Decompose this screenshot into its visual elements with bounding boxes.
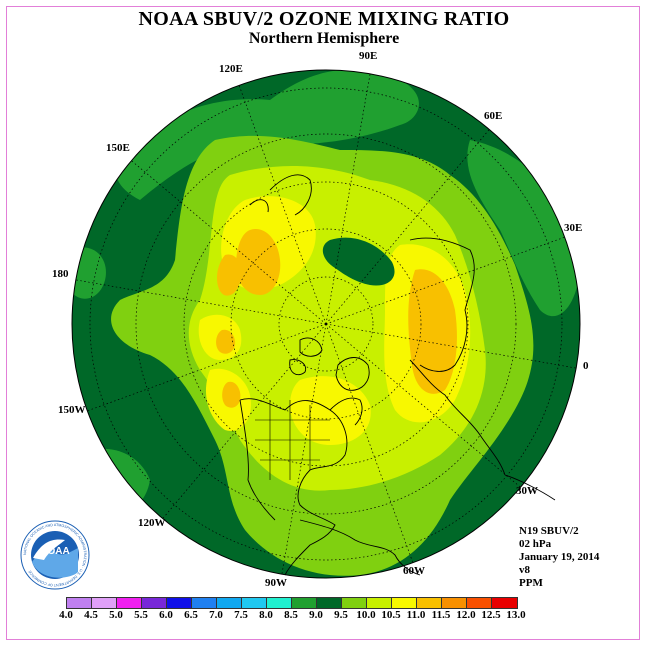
colorbar-segment — [67, 598, 92, 608]
longitude-label: 30W — [516, 485, 538, 497]
longitude-label: 30E — [564, 222, 583, 234]
map-title: NOAA SBUV/2 OZONE MIXING RATIO — [138, 8, 510, 30]
colorbar-tick-label: 5.0 — [109, 609, 123, 621]
colorbar-segment — [342, 598, 367, 608]
colorbar-tick-label: 4.5 — [84, 609, 98, 621]
info-instrument: N19 SBUV/2 — [519, 525, 579, 537]
colorbar-segment — [492, 598, 517, 608]
info-units: PPM — [519, 577, 543, 589]
product-info: N19 SBUV/2 02 hPa January 19, 2014 v8 PP… — [519, 525, 599, 590]
longitude-label: 60W — [403, 565, 425, 577]
colorbar-tick-label: 9.5 — [334, 609, 348, 621]
colorbar-tick-label: 7.5 — [234, 609, 248, 621]
longitude-label: 90E — [359, 50, 378, 62]
longitude-label: 0 — [583, 360, 589, 372]
map-subtitle: Northern Hemisphere — [248, 30, 400, 47]
latitude-circle — [135, 133, 517, 515]
latitude-circle — [230, 228, 422, 420]
ozone-contour-field — [72, 70, 580, 578]
longitude-label: 150E — [106, 142, 130, 154]
map-boundary — [71, 69, 581, 579]
colorbar-segment — [92, 598, 117, 608]
latitude-circle — [183, 181, 469, 467]
longitude-label: 120W — [138, 517, 166, 529]
greenland-coast — [335, 357, 370, 391]
colorbar-tick-label: 11.5 — [431, 609, 451, 621]
figure-frame — [6, 6, 640, 640]
colorbar-segment — [292, 598, 317, 608]
contour-11.0-e — [222, 381, 241, 408]
colorbar-segment — [442, 598, 467, 608]
colorbar-segment — [267, 598, 292, 608]
colorbar-tick-label: 4.0 — [59, 609, 73, 621]
contour-11.0-b — [235, 229, 281, 295]
contour-11.0-c — [217, 254, 242, 296]
colorbar-segment — [167, 598, 192, 608]
eurasia-coast — [409, 237, 475, 372]
africa-coast — [504, 474, 556, 501]
coastlines — [239, 174, 556, 576]
colorbar-segment — [117, 598, 142, 608]
arctic-islands-coast — [289, 337, 323, 376]
longitude-label: 90W — [265, 577, 287, 589]
colorbar-tick-label: 10.0 — [356, 609, 376, 621]
logo-text: NOAA — [40, 546, 69, 557]
contour-9.0-inner-low — [322, 237, 395, 286]
colorbar — [66, 597, 518, 609]
colorbar-segment — [317, 598, 342, 608]
colorbar-segment — [417, 598, 442, 608]
colorbar-tick-label: 5.5 — [134, 609, 148, 621]
colorbar-segment — [242, 598, 267, 608]
colorbar-tick-label: 10.5 — [381, 609, 401, 621]
colorbar-segment — [367, 598, 392, 608]
colorbar-segment — [392, 598, 417, 608]
longitude-label: 150W — [58, 404, 86, 416]
longitude-label: 60E — [484, 110, 503, 122]
info-version: v8 — [519, 564, 530, 576]
contour-8.5-east — [467, 140, 580, 316]
colorbar-tick-label: 12.0 — [456, 609, 476, 621]
colorbar-tick-label: 11.0 — [406, 609, 426, 621]
colorbar-tick-label: 9.0 — [309, 609, 323, 621]
colorbar-segment — [467, 598, 492, 608]
colorbar-segment — [192, 598, 217, 608]
contour-11.0-a — [408, 269, 457, 394]
latitude-circle — [89, 87, 563, 561]
lakes-and-states — [255, 400, 330, 480]
europe-coast — [409, 359, 506, 476]
info-level: 02 hPa — [519, 538, 552, 550]
longitude-label: 180 — [52, 268, 69, 280]
colorbar-tick-label: 13.0 — [506, 609, 526, 621]
latitude-circle — [278, 276, 374, 372]
longitude-label: 120E — [219, 63, 243, 75]
colorbar-segment — [217, 598, 242, 608]
colorbar-segment — [142, 598, 167, 608]
colorbar-tick-label: 6.0 — [159, 609, 173, 621]
colorbar-tick-label: 7.0 — [209, 609, 223, 621]
graticule — [89, 87, 563, 561]
contour-8.5-north — [116, 70, 419, 200]
colorbar-tick-label: 6.5 — [184, 609, 198, 621]
central-america-coast — [299, 519, 421, 576]
colorbar-tick-label: 8.0 — [259, 609, 273, 621]
info-date: January 19, 2014 — [519, 551, 600, 563]
colorbar-tick-label: 12.5 — [481, 609, 501, 621]
colorbar-tick-label: 8.5 — [284, 609, 298, 621]
asia-pacific-coast — [249, 174, 312, 216]
contour-11.0-d — [216, 329, 236, 354]
noaa-logo: NOAA NATIONAL OCEANIC AND ATMOSPHERIC AD… — [20, 520, 90, 590]
